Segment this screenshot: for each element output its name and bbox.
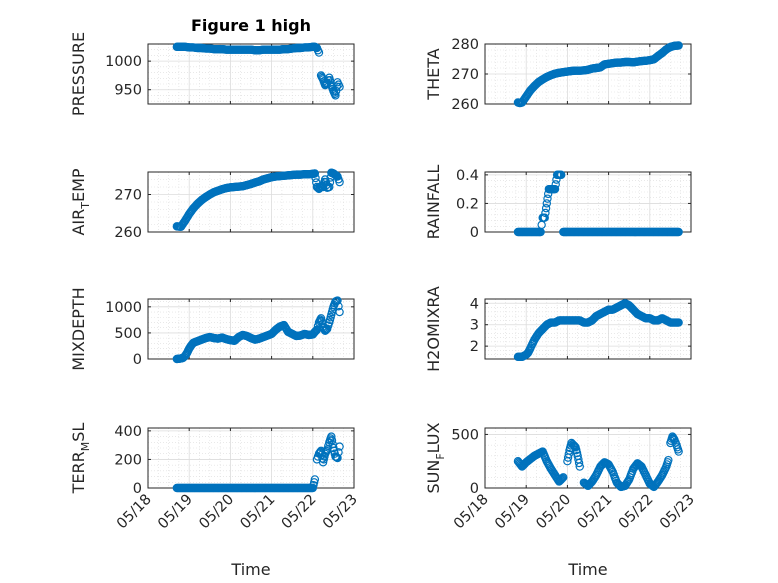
data-point (540, 213, 549, 222)
data-point-interp (564, 449, 573, 459)
data-point-interp (334, 448, 343, 457)
data-point-interp (557, 474, 566, 484)
y-axis-label: H2OMIXRA (424, 286, 443, 372)
data-point-interp (543, 194, 552, 203)
y-tick-label: 270 (114, 188, 142, 204)
y-tick-label: 500 (114, 326, 142, 342)
data-point (333, 296, 342, 305)
y-axis-label: SUNFLUX (424, 422, 447, 493)
data-point-interp (312, 326, 321, 335)
data-point-interp (327, 436, 337, 445)
panel-air_temp: 260 270 AIRTEMP (69, 168, 355, 241)
y-axis-label: TERRMSL (69, 423, 92, 495)
data-series (172, 296, 344, 364)
data-point-interp (318, 454, 327, 463)
data-point (674, 447, 683, 456)
data-point (335, 442, 344, 451)
data-series (513, 41, 683, 108)
data-point (674, 41, 683, 50)
data-point (575, 462, 584, 471)
data-point (674, 318, 683, 327)
data-point (331, 91, 340, 100)
y-axis-label: RAINFALL (424, 165, 443, 240)
data-point-interp (332, 82, 342, 91)
data-series (172, 432, 344, 493)
y-tick-label: 200 (114, 452, 142, 468)
axes-box (484, 298, 692, 360)
panel-rainfall: 0 0.2 0.4 RAINFALL (424, 165, 692, 241)
data-point (335, 82, 344, 92)
y-tick-label: 260 (451, 97, 479, 113)
subplot-grid: 950 1000 PRESSURE 260 270 280 THETA 260 270 AIRTE… (69, 32, 698, 579)
data-point-interp (321, 325, 331, 335)
y-tick-label: 500 (451, 427, 479, 443)
y-tick-label: 1000 (105, 54, 142, 70)
panel-theta: 260 270 280 THETA (424, 37, 692, 113)
data-point (310, 169, 320, 178)
y-axis-label: AIRTEMP (69, 168, 92, 235)
data-point (557, 170, 566, 180)
data-point (664, 455, 673, 465)
y-tick-label: 2 (470, 339, 479, 355)
data-point-interp (334, 302, 343, 311)
y-tick-label: 0 (470, 481, 479, 497)
y-tick-label: 4 (470, 296, 479, 312)
figure-title: Figure 1 high (191, 16, 311, 35)
data-point (333, 453, 342, 463)
data-point-interp (311, 326, 320, 336)
data-point (559, 473, 568, 482)
y-tick-label: 950 (114, 83, 142, 99)
panel-pressure: 950 1000 PRESSURE (69, 32, 355, 116)
panel-h2omixra: 2 3 4 H2OMIXRA (424, 286, 692, 372)
axes-box (147, 298, 355, 360)
y-tick-label: 270 (451, 67, 479, 83)
data-point (310, 475, 320, 484)
axes-box (147, 43, 355, 105)
data-point-interp (558, 473, 567, 483)
data-point-interp (324, 441, 333, 451)
y-tick-label: 3 (470, 318, 479, 334)
y-tick-label: 1000 (105, 300, 142, 316)
data-series (172, 42, 344, 100)
data-point (325, 182, 334, 192)
data-point (550, 184, 560, 194)
x-axis-label: Time (567, 560, 607, 579)
data-point (335, 177, 344, 187)
data-point-interp (311, 173, 320, 183)
y-axis-label: PRESSURE (69, 32, 88, 116)
data-point (542, 199, 552, 208)
y-tick-label: 0.4 (456, 168, 479, 184)
data-point-interp (574, 458, 584, 468)
data-point-interp (541, 203, 551, 213)
axes-box (147, 171, 355, 233)
data-series (172, 168, 344, 231)
x-axis-label: Time (230, 560, 270, 579)
data-point-interp (325, 178, 335, 187)
y-tick-label: 0 (470, 225, 479, 241)
data-point (674, 227, 683, 237)
y-axis-label: THETA (424, 48, 443, 100)
data-point-interp (541, 208, 550, 218)
y-tick-label: 280 (451, 37, 479, 53)
y-tick-label: 0 (133, 352, 142, 368)
data-point (327, 432, 336, 441)
data-point (569, 440, 578, 450)
data-point (314, 48, 324, 57)
data-series (513, 299, 683, 362)
data-series (513, 170, 683, 237)
data-point-interp (322, 325, 331, 334)
data-point-interp (551, 180, 560, 189)
y-tick-label: 0.2 (456, 196, 479, 212)
data-point-interp (570, 441, 579, 451)
y-axis-label: MIXDEPTH (69, 287, 88, 370)
data-series (513, 432, 683, 492)
data-point (335, 307, 344, 317)
panel-mixdepth: 0 500 1000 MIXDEPTH (69, 287, 355, 371)
y-tick-label: 400 (114, 424, 142, 440)
y-tick-label: 260 (114, 225, 142, 241)
y-tick-label: 0 (133, 481, 142, 497)
data-point-interp (556, 475, 566, 485)
